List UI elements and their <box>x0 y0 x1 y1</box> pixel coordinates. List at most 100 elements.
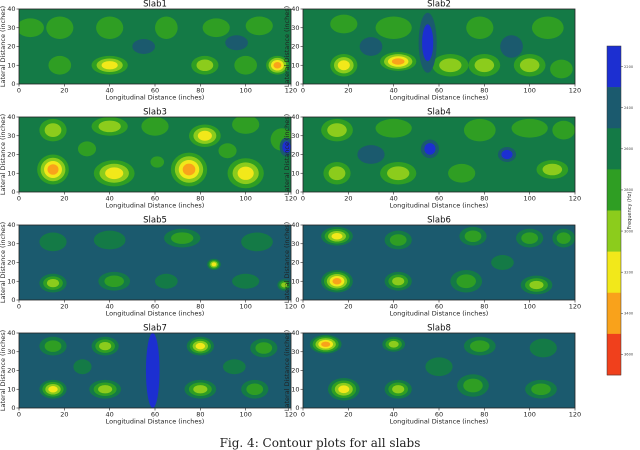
contour-region <box>501 149 513 160</box>
colorbar-tick-label: 3400 <box>624 312 634 316</box>
contour-region <box>389 234 407 246</box>
y-tick-label: 20 <box>291 151 299 159</box>
colorbar-tick-label: 3200 <box>624 270 634 274</box>
contour-region <box>73 359 92 375</box>
contour-field <box>19 333 291 408</box>
x-tick-label: 20 <box>60 195 68 203</box>
contour-field <box>19 117 291 192</box>
panel-title: Slab5 <box>143 216 167 226</box>
y-tick-label: 40 <box>7 329 15 337</box>
y-tick-label: 40 <box>291 329 299 337</box>
contour-region <box>193 385 208 394</box>
contour-region <box>98 385 113 394</box>
x-tick-label: 120 <box>285 303 297 311</box>
y-tick-label: 20 <box>7 43 15 51</box>
y-tick-label: 10 <box>7 277 15 285</box>
contour-region <box>132 39 156 54</box>
contour-region <box>44 123 62 138</box>
x-tick-label: 60 <box>435 411 443 419</box>
panel-title: Slab6 <box>427 216 451 226</box>
y-tick-label: 10 <box>7 385 15 393</box>
contour-region <box>391 58 405 65</box>
figure-caption: Fig. 4: Contour plots for all slabs <box>219 436 421 450</box>
x-tick-label: 80 <box>480 303 488 311</box>
y-tick-label: 40 <box>291 113 299 121</box>
x-tick-label: 120 <box>569 411 581 419</box>
colorbar-tick-label: 2400 <box>624 106 634 110</box>
contour-region <box>531 383 551 396</box>
contour-region <box>359 37 383 56</box>
y-tick-label: 20 <box>291 367 299 375</box>
y-tick-label: 10 <box>291 277 299 285</box>
contour-region <box>474 58 495 73</box>
colorbar-tick-label: 2800 <box>624 188 634 192</box>
contour-region <box>93 230 126 250</box>
contour-region <box>232 117 260 134</box>
contour-region <box>529 280 544 290</box>
x-tick-label: 20 <box>344 87 352 95</box>
contour-region <box>196 59 214 72</box>
contour-region <box>211 262 217 267</box>
y-tick-label: 20 <box>291 259 299 267</box>
contour-region <box>48 55 72 75</box>
contour-region <box>463 378 483 393</box>
contour-region <box>218 143 237 159</box>
contour-region <box>519 58 540 73</box>
contour-region <box>182 163 196 176</box>
x-axis-label: Longitudinal Distance (inches) <box>106 202 205 210</box>
contour-region <box>234 55 257 75</box>
contour-region <box>424 143 436 155</box>
contour-region <box>552 120 575 140</box>
colorbar-segment <box>607 128 621 170</box>
panel-title: Slab8 <box>427 324 451 334</box>
contour-region <box>47 164 59 175</box>
contour-region <box>338 385 350 394</box>
contour-region <box>202 18 230 38</box>
x-axis-label: Longitudinal Distance (inches) <box>390 94 489 102</box>
contour-region <box>273 61 282 69</box>
contour-field <box>303 225 575 300</box>
y-axis-label: Lateral Distance (inches) <box>283 6 291 87</box>
y-tick-label: 30 <box>7 132 15 140</box>
contour-region <box>327 123 347 138</box>
x-tick-label: 40 <box>106 87 114 95</box>
x-tick-label: 40 <box>106 303 114 311</box>
y-tick-label: 20 <box>7 259 15 267</box>
x-tick-label: 100 <box>239 303 251 311</box>
x-tick-label: 0 <box>17 411 21 419</box>
x-tick-label: 80 <box>480 411 488 419</box>
contour-region <box>232 273 260 289</box>
x-tick-label: 20 <box>344 195 352 203</box>
contour-region <box>321 341 331 347</box>
x-tick-label: 0 <box>301 87 305 95</box>
contour-region <box>282 141 291 153</box>
x-tick-label: 60 <box>435 195 443 203</box>
panel-title: Slab4 <box>427 108 451 118</box>
x-tick-label: 60 <box>151 87 159 95</box>
contour-region <box>197 130 212 141</box>
y-tick-label: 0 <box>295 188 299 196</box>
colorbar-tick-label: 3000 <box>624 229 634 233</box>
y-tick-label: 40 <box>7 221 15 229</box>
x-axis-label: Longitudinal Distance (inches) <box>106 310 205 318</box>
contour-region <box>331 232 343 240</box>
contour-region <box>237 166 254 180</box>
contour-region <box>44 340 62 352</box>
contour-region <box>332 278 342 285</box>
x-tick-label: 60 <box>151 195 159 203</box>
contour-region <box>529 338 557 358</box>
y-tick-label: 20 <box>7 367 15 375</box>
colorbar-segment <box>607 210 621 252</box>
panel-title: Slab3 <box>143 108 167 118</box>
contour-region <box>150 156 165 168</box>
x-tick-label: 20 <box>344 303 352 311</box>
contour-region <box>104 275 124 288</box>
contour-region <box>337 60 350 71</box>
x-tick-label: 120 <box>569 303 581 311</box>
contour-region <box>48 385 58 393</box>
colorbar-segment <box>607 251 621 294</box>
contour-region <box>101 61 118 70</box>
contour-region <box>245 16 273 36</box>
